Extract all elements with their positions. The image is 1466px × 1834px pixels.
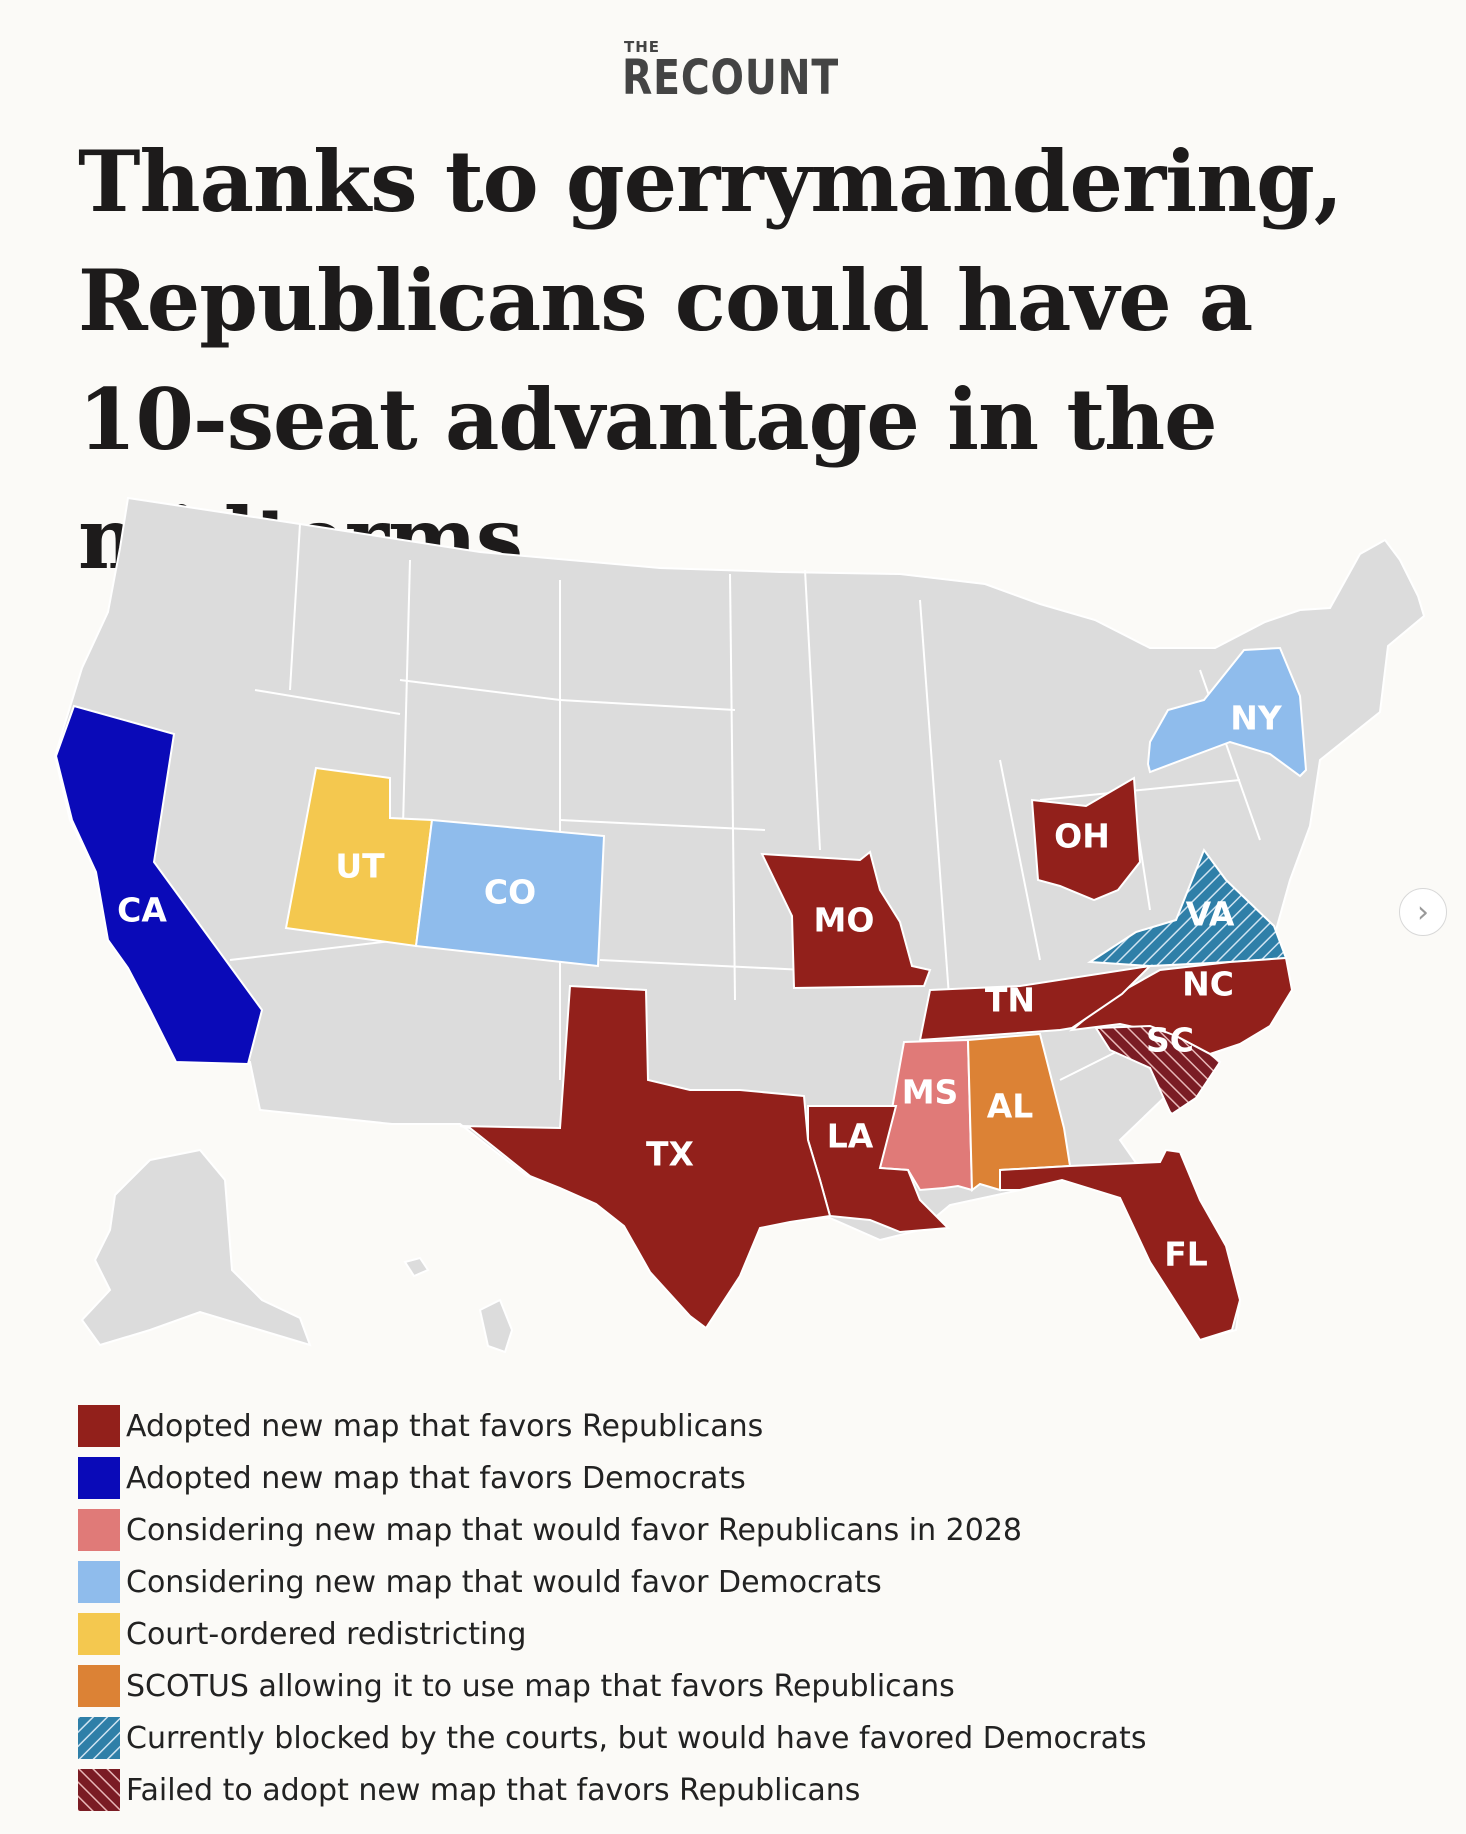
label-ny: NY xyxy=(1230,699,1283,738)
legend-item: Adopted new map that favors Republicans xyxy=(78,1400,1398,1452)
label-ut: UT xyxy=(335,847,385,886)
label-va: VA xyxy=(1186,895,1235,934)
legend-label: Considering new map that would favor Rep… xyxy=(126,1512,1022,1548)
label-co: CO xyxy=(484,873,536,912)
legend-item: SCOTUS allowing it to use map that favor… xyxy=(78,1660,1398,1712)
label-ca: CA xyxy=(117,891,167,930)
legend-item: Considering new map that would favor Dem… xyxy=(78,1556,1398,1608)
legend-item: Considering new map that would favor Rep… xyxy=(78,1504,1398,1556)
label-la: LA xyxy=(827,1117,874,1156)
state-tx xyxy=(459,984,832,1330)
label-tn: TN xyxy=(985,981,1035,1020)
legend-swatch xyxy=(78,1457,120,1499)
alaska xyxy=(80,1148,312,1347)
label-mo: MO xyxy=(814,901,875,940)
legend-item: Adopted new map that favors Democrats xyxy=(78,1452,1398,1504)
legend-label: Court-ordered redistricting xyxy=(126,1616,527,1652)
chevron-right-icon[interactable]: › xyxy=(1399,888,1447,936)
state-ny xyxy=(1146,646,1308,778)
legend-label: SCOTUS allowing it to use map that favor… xyxy=(126,1668,955,1704)
legend-item: Court-ordered redistricting xyxy=(78,1608,1398,1660)
state-oh xyxy=(1030,776,1142,902)
legend-swatch xyxy=(78,1717,120,1759)
label-tx: TX xyxy=(646,1135,694,1174)
label-al: AL xyxy=(987,1087,1034,1126)
label-nc: NC xyxy=(1182,965,1234,1004)
legend-label: Considering new map that would favor Dem… xyxy=(126,1564,882,1600)
brand-logo: THE RECOUNT xyxy=(622,38,852,106)
state-labels: CA UT CO NY OH MO VA NC TN SC MS AL LA T… xyxy=(117,699,1283,1274)
brand-small: THE xyxy=(624,38,661,56)
legend-swatch xyxy=(78,1561,120,1603)
label-ms: MS xyxy=(902,1073,959,1112)
legend-swatch xyxy=(78,1509,120,1551)
legend-label: Currently blocked by the courts, but wou… xyxy=(126,1720,1147,1756)
legend-swatch xyxy=(78,1665,120,1707)
legend-swatch xyxy=(78,1769,120,1811)
state-sc xyxy=(1094,1024,1222,1116)
label-sc: SC xyxy=(1146,1021,1194,1060)
legend-label: Adopted new map that favors Republicans xyxy=(126,1408,764,1444)
us-base xyxy=(53,496,1426,1342)
state-co xyxy=(414,818,606,968)
label-oh: OH xyxy=(1054,817,1110,856)
label-fl: FL xyxy=(1164,1235,1208,1274)
brand-name: RECOUNT xyxy=(622,50,840,106)
legend-label: Failed to adopt new map that favors Repu… xyxy=(126,1772,861,1808)
state-fl xyxy=(999,1148,1242,1342)
hawaii xyxy=(478,1298,514,1354)
hawaii-islet xyxy=(403,1256,430,1278)
legend-item: Currently blocked by the courts, but wou… xyxy=(78,1712,1398,1764)
state-ca xyxy=(54,704,264,1066)
state-va xyxy=(1086,847,1288,968)
legend-item: Failed to adopt new map that favors Repu… xyxy=(78,1764,1398,1816)
legend-swatch xyxy=(78,1405,120,1447)
legend-label: Adopted new map that favors Democrats xyxy=(126,1460,746,1496)
state-mo xyxy=(760,850,932,990)
legend: Adopted new map that favors Republicans … xyxy=(78,1400,1398,1816)
state-tn xyxy=(918,964,1153,1042)
legend-swatch xyxy=(78,1613,120,1655)
